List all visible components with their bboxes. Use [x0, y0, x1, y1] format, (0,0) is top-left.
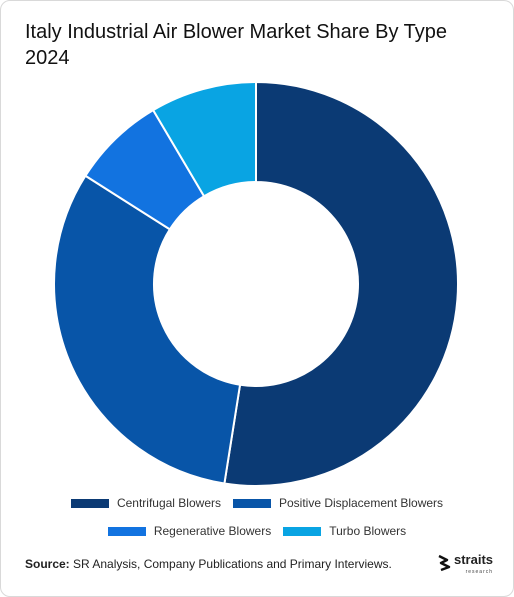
- legend-label-positive-displacement: Positive Displacement Blowers: [278, 496, 444, 510]
- slice-turbo-blowers: [151, 80, 257, 198]
- slice-centrifugal-blowers: [223, 80, 459, 487]
- legend-swatch-turbo: [283, 526, 322, 536]
- chart-title: Italy Industrial Air Blower Market Share…: [25, 21, 448, 69]
- legend-swatch-positive-displacement: [232, 498, 271, 508]
- chart-legend: Centrifugal Blowers Positive Displacemen…: [1, 493, 513, 549]
- legend-label-turbo: Turbo Blowers: [329, 524, 407, 538]
- legend-row-2: Regenerative Blowers Turbo Blowers: [1, 521, 513, 541]
- straits-logo: straits research: [437, 552, 494, 575]
- source-prefix: Source:: [25, 557, 70, 571]
- source-text: SR Analysis, Company Publications and Pr…: [69, 557, 392, 571]
- legend-row-1: Centrifugal Blowers Positive Displacemen…: [1, 493, 513, 513]
- legend-swatch-centrifugal: [70, 498, 109, 508]
- slice-positive-displacement-blowers: [53, 174, 242, 485]
- legend-label-regenerative: Regenerative Blowers: [153, 524, 272, 538]
- straits-logo-icon: [438, 554, 451, 572]
- source-note: Source: SR Analysis, Company Publication…: [25, 557, 392, 571]
- legend-item-centrifugal: Centrifugal Blowers: [70, 496, 221, 510]
- logo-sub: research: [465, 569, 494, 575]
- legend-item-positive-displacement: Positive Displacement Blowers: [232, 496, 444, 510]
- legend-item-turbo: Turbo Blowers: [283, 524, 406, 538]
- logo-word: straits: [454, 552, 494, 567]
- legend-label-centrifugal: Centrifugal Blowers: [116, 496, 221, 510]
- legend-item-regenerative: Regenerative Blowers: [107, 524, 272, 538]
- donut-chart: [53, 80, 459, 487]
- donut-slices: [53, 80, 459, 487]
- legend-swatch-regenerative: [107, 526, 146, 536]
